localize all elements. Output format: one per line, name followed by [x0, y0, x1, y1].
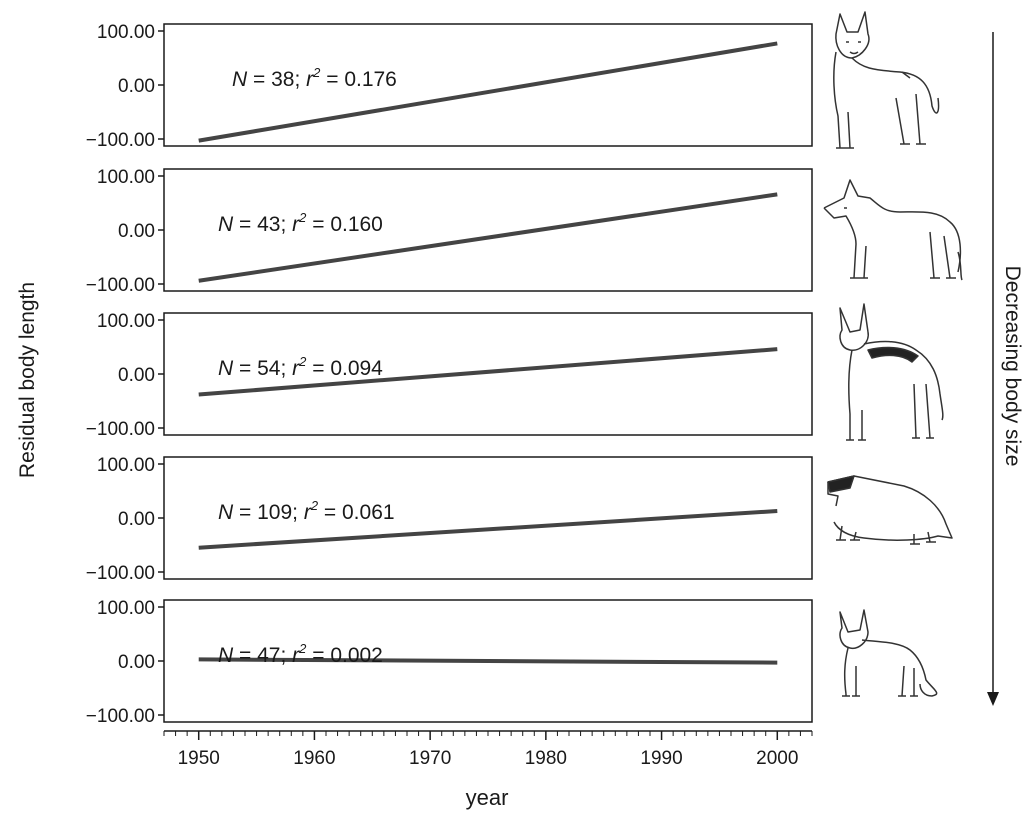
r-squared: 0.160 — [330, 213, 383, 236]
side-label: Decreasing body size — [1001, 266, 1024, 467]
panel-2: 100.00 0.00 −100.00 N = 43; r2 = 0.160 — [86, 167, 813, 296]
x-tick-label: 2000 — [756, 748, 798, 769]
panel-4: 100.00 0.00 −100.00 N = 109; r2 = 0.061 — [86, 455, 813, 584]
y-tick-label: −100.00 — [86, 706, 155, 727]
y-tick-label: 0.00 — [118, 652, 155, 673]
y-tick-label: −100.00 — [86, 419, 155, 440]
y-tick-label: −100.00 — [86, 275, 155, 296]
y-axis-label: Residual body length — [16, 282, 39, 478]
regression-line — [198, 41, 778, 143]
y-tick-label: 100.00 — [97, 167, 155, 188]
honey-badger-icon — [827, 475, 953, 545]
y-tick-label: 100.00 — [97, 22, 155, 43]
fox-icon — [839, 609, 938, 697]
sample-size: 109 — [257, 501, 292, 524]
wolf-icon — [823, 179, 963, 281]
panel-3: 100.00 0.00 −100.00 N = 54; r2 = 0.094 — [86, 311, 813, 440]
x-axis-label: year — [466, 785, 509, 810]
y-tick-label: 0.00 — [118, 221, 155, 242]
y-tick-label: 100.00 — [97, 311, 155, 332]
hyena-icon — [833, 11, 940, 149]
stats-annotation: N = 43; r2 = 0.160 — [218, 210, 383, 236]
regression-line — [198, 347, 778, 397]
panel-5: 100.00 0.00 −100.00 N = 47; r2 = 0.002 1950 1… — [86, 598, 813, 769]
r-squared: 0.176 — [344, 68, 397, 91]
decreasing-size-arrow — [987, 32, 999, 706]
stats-annotation: N = 38; r2 = 0.176 — [232, 65, 397, 91]
sample-size: 47 — [257, 644, 280, 667]
x-tick-label: 1970 — [409, 748, 451, 769]
x-tick-label: 1980 — [525, 748, 567, 769]
x-tick-label: 1950 — [178, 748, 220, 769]
sample-size: 54 — [257, 357, 281, 380]
panel-1: 100.00 0.00 −100.00 N = 38; r2 = 0.176 — [86, 22, 813, 151]
regression-line — [198, 192, 778, 283]
stats-annotation: N = 109; r2 = 0.061 — [218, 498, 395, 524]
r-squared: 0.094 — [330, 357, 383, 380]
y-tick-label: −100.00 — [86, 563, 155, 584]
regression-line — [198, 508, 778, 550]
r-squared: 0.061 — [342, 501, 395, 524]
sample-size: 38 — [271, 68, 294, 91]
jackal-icon — [839, 303, 944, 441]
regression-line — [198, 657, 778, 665]
y-tick-label: 0.00 — [118, 365, 155, 386]
y-tick-label: 100.00 — [97, 598, 155, 619]
stats-annotation: N = 54; r2 = 0.094 — [218, 354, 383, 380]
y-tick-label: 0.00 — [118, 76, 155, 97]
x-tick-label: 1990 — [640, 748, 682, 769]
stats-annotation: N = 47; r2 = 0.002 — [218, 641, 383, 667]
sample-size: 43 — [257, 213, 280, 236]
y-tick-label: 100.00 — [97, 455, 155, 476]
r-squared: 0.002 — [330, 644, 383, 667]
x-tick-label: 1960 — [293, 748, 335, 769]
y-tick-label: −100.00 — [86, 130, 155, 151]
y-tick-label: 0.00 — [118, 509, 155, 530]
panels: 100.000.00−100.00N = 38; r2 = 0.176100.0… — [86, 22, 813, 769]
